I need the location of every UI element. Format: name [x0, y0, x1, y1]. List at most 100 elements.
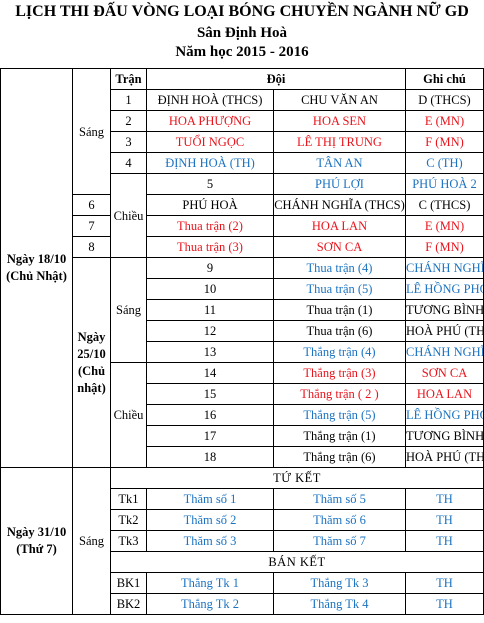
match-row: BK2 Thắng Tk 2 Thắng Tk 4 TH — [1, 593, 484, 615]
note-header: Ghi chú — [405, 68, 484, 90]
match-note: TH — [405, 593, 484, 615]
session-cell: Sáng — [72, 68, 111, 195]
quarterfinal-heading: TỨ KẾT — [110, 467, 484, 489]
venue-subtitle: Sân Định Hoà — [196, 25, 288, 41]
team-b: HOA LAN — [405, 383, 484, 405]
semifinal-heading: BÁN KẾT — [110, 551, 484, 573]
team-a: Thắng trận ( 2 ) — [273, 383, 406, 405]
match-number: 1 — [110, 89, 147, 111]
team-b: HOA LAN — [273, 215, 406, 237]
match-number: 18 — [146, 446, 274, 468]
team-a: PHÚ HOÀ — [146, 194, 274, 216]
team-b: Thắng Tk 3 — [273, 572, 406, 594]
team-a: Thua trận (5) — [273, 278, 406, 300]
team-a: Thăm số 1 — [146, 488, 274, 510]
team-a: Thắng trận (6) — [273, 446, 406, 468]
team-b: SƠN CA — [405, 362, 484, 384]
team-b: LÊ HỒNG PHONG — [405, 404, 484, 426]
match-note: D (THCS) — [405, 89, 484, 111]
day-cell: Ngày 25/10 (Chủ nhật) — [72, 257, 111, 468]
match-note: C (THCS) — [405, 194, 484, 216]
team-b: HOÀ PHÚ (THCS) — [405, 320, 484, 342]
match-row: Tk2 Thăm số 2 Thăm số 6 TH — [1, 509, 484, 531]
team-b: SƠN CA — [273, 236, 406, 258]
team-a: Thua trận (3) — [146, 236, 274, 258]
team-a: Thắng trận (4) — [273, 341, 406, 363]
team-b: Thăm số 5 — [273, 488, 406, 510]
team-a: TUỔI NGỌC — [146, 131, 274, 153]
school-year: Năm học 2015 - 2016 — [175, 44, 309, 60]
team-b: TÂN AN — [273, 152, 406, 174]
match-note: TH — [405, 509, 484, 531]
day-cell: Ngày 18/10 (Chủ Nhật) — [0, 68, 73, 468]
team-a: ĐỊNH HOÀ (THCS) — [146, 89, 274, 111]
team-a: Thăm số 3 — [146, 530, 274, 552]
team-b: CHU VĂN AN — [273, 89, 406, 111]
match-row: BK1 Thắng Tk 1 Thắng Tk 3 TH — [1, 572, 484, 594]
team-b: LÊ HỒNG PHONG — [405, 278, 484, 300]
match-number: 9 — [146, 257, 274, 279]
team-a: Thắng Tk 1 — [146, 572, 274, 594]
match-note: TH — [405, 572, 484, 594]
header-row: Ngày 18/10 (Chủ Nhật) Sáng Trận Đội Ghi … — [0, 68, 484, 468]
day-weekday: (Chủ Nhật) — [6, 269, 67, 283]
team-b: Thăm số 7 — [273, 530, 406, 552]
schedule-table: Ngày 18/10 (Chủ Nhật) Sáng Trận Đội Ghi … — [0, 68, 484, 615]
day-cell: Ngày 31/10 (Thứ 7) — [0, 467, 73, 615]
team-a: Thắng trận (1) — [273, 425, 406, 447]
match-number: 4 — [110, 152, 147, 174]
match-note: C (TH) — [405, 152, 484, 174]
match-row: 8 Thua trận (3) SƠN CA F (MN) — [1, 236, 484, 258]
team-a: Thắng trận (5) — [273, 404, 406, 426]
team-b: LÊ THỊ TRUNG — [273, 131, 406, 153]
match-row: 6 PHÚ HOÀ CHÁNH NGHĨA (THCS) C (THCS) — [1, 194, 484, 216]
match-number: 5 — [146, 173, 274, 195]
match-number: 17 — [146, 425, 274, 447]
match-row: Tk3 Thăm số 3 Thăm số 7 TH — [1, 530, 484, 552]
session-cell: Chiều — [110, 362, 147, 468]
team-b: CHÁNH NGHĨA (TH) — [405, 257, 484, 279]
match-number: Tk2 — [110, 509, 147, 531]
day-weekday: (Chủ nhật) — [77, 363, 106, 395]
match-row: 7 Thua trận (2) HOA LAN E (MN) — [1, 215, 484, 237]
quarterfinal-heading-row: Ngày 31/10 (Thứ 7) Sáng TỨ KẾT — [0, 467, 484, 615]
match-number: Tk1 — [110, 488, 147, 510]
match-number: 14 — [146, 362, 274, 384]
match-number: BK2 — [110, 593, 147, 615]
match-note: F (MN) — [405, 236, 484, 258]
match-number: BK1 — [110, 572, 147, 594]
match-number: 15 — [146, 383, 274, 405]
match-number: 8 — [72, 236, 111, 258]
team-a: Thắng trận (3) — [273, 362, 406, 384]
team-b: Thăm số 6 — [273, 509, 406, 531]
teams-header: Đội — [146, 68, 406, 90]
match-number: 12 — [146, 320, 274, 342]
match-note: E (MN) — [405, 110, 484, 132]
session-cell: Sáng — [72, 467, 111, 615]
team-a: ĐỊNH HOÀ (TH) — [146, 152, 274, 174]
team-a: PHÚ LỢI — [273, 173, 406, 195]
team-b: HOA SEN — [273, 110, 406, 132]
match-row: Tk1 Thăm số 1 Thăm số 5 TH — [1, 488, 484, 510]
match-note: E (MN) — [405, 215, 484, 237]
match-note: TH — [405, 530, 484, 552]
match-number: 2 — [110, 110, 147, 132]
team-a: Thăm số 2 — [146, 509, 274, 531]
day-weekday: (Thứ 7) — [16, 542, 57, 556]
match-number: 3 — [110, 131, 147, 153]
match-number: 11 — [146, 299, 274, 321]
match-number: 6 — [72, 194, 111, 216]
page-title: LỊCH THI ĐẤU VÒNG LOẠI BÓNG CHUYỀN NGÀNH… — [15, 3, 469, 20]
team-b: TƯƠNG BÌNH HIỆP — [405, 425, 484, 447]
match-note: TH — [405, 488, 484, 510]
team-b: PHÚ HOÀ 2 — [405, 173, 484, 195]
match-number: Tk3 — [110, 530, 147, 552]
team-b: HOÀ PHÚ (THCS) — [405, 446, 484, 468]
